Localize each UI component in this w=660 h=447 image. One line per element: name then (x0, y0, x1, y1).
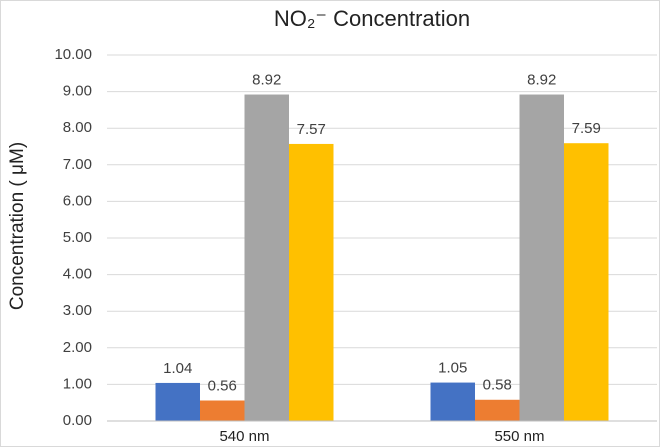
y-tick-label: 6.00 (63, 192, 92, 209)
y-tick-label: 8.00 (63, 119, 92, 136)
data-label: 8.92 (527, 71, 556, 88)
y-axis-label: Concentration ( μM) (7, 142, 28, 310)
data-label: 8.92 (252, 71, 281, 88)
bar (564, 143, 609, 421)
y-tick-label: 9.00 (63, 83, 92, 100)
bar (289, 143, 334, 422)
y-tick-label: 0.00 (63, 412, 92, 429)
bar (430, 382, 475, 421)
data-label: 0.56 (208, 377, 237, 394)
bar (519, 94, 564, 421)
x-tick-label: 550 nm (494, 428, 544, 445)
data-label: 7.57 (297, 121, 326, 138)
y-tick-label: 10.00 (54, 46, 92, 63)
data-label: 1.05 (438, 360, 467, 377)
y-tick-label: 1.00 (63, 375, 92, 392)
y-tick-label: 7.00 (63, 156, 92, 173)
y-tick-label: 2.00 (63, 339, 92, 356)
y-tick-label: 3.00 (63, 302, 92, 319)
y-tick-label: 5.00 (63, 229, 92, 246)
bar (155, 382, 200, 421)
bar (200, 400, 245, 421)
data-label: 1.04 (163, 360, 192, 377)
bar (475, 399, 520, 421)
bar (244, 94, 289, 421)
data-label: 7.59 (572, 120, 601, 137)
y-tick-label: 4.00 (63, 266, 92, 283)
x-tick-label: 540 nm (219, 428, 269, 445)
chart-title: NO₂⁻ Concentration (274, 6, 470, 31)
data-label: 0.58 (483, 377, 512, 394)
